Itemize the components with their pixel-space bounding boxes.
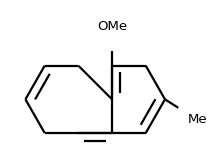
- Text: Me: Me: [188, 113, 207, 126]
- Text: OMe: OMe: [97, 20, 127, 33]
